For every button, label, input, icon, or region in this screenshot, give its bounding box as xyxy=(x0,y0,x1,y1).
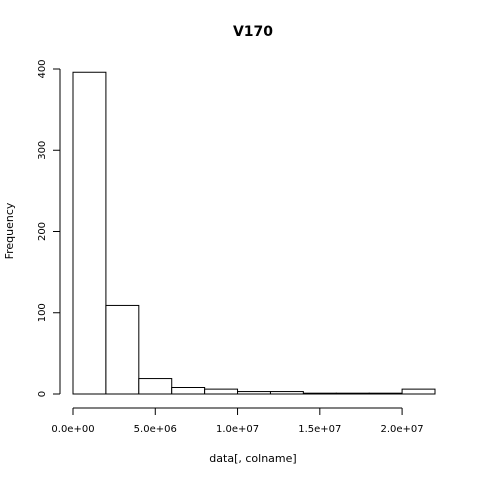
x-axis: 0.0e+00 5.0e+06 1.0e+07 1.5e+07 2.0e+07 xyxy=(51,407,424,435)
y-tick-label-2: 200 xyxy=(37,222,48,241)
histogram-bars xyxy=(72,71,436,395)
y-axis: 0 100 200 300 400 xyxy=(37,59,61,397)
y-axis-label: Frequency xyxy=(3,202,16,259)
x-tick-label-2: 1.0e+07 xyxy=(216,424,259,435)
chart-title: V170 xyxy=(233,24,273,40)
y-tick-label-4: 400 xyxy=(37,59,48,78)
histogram-bar-2 xyxy=(138,378,173,395)
histogram-bar-7 xyxy=(302,392,337,395)
x-tick-label-4: 2.0e+07 xyxy=(381,424,424,435)
histogram-bar-1 xyxy=(105,304,140,395)
histogram-bar-6 xyxy=(269,391,304,395)
histogram-bar-0 xyxy=(72,71,107,395)
histogram-bar-4 xyxy=(204,388,239,395)
x-tick-label-3: 1.5e+07 xyxy=(298,424,341,435)
y-tick-label-3: 300 xyxy=(37,141,48,160)
histogram-bar-8 xyxy=(335,392,370,395)
x-tick-label-1: 5.0e+06 xyxy=(134,424,177,435)
histogram-bar-9 xyxy=(368,392,403,395)
x-axis-label: data[, colname] xyxy=(209,452,296,465)
histogram-bar-5 xyxy=(237,391,271,395)
x-tick-label-0: 0.0e+00 xyxy=(51,424,94,435)
y-tick-label-1: 100 xyxy=(37,303,48,322)
histogram-bar-3 xyxy=(171,387,206,395)
y-tick-label-0: 0 xyxy=(37,391,48,397)
histogram-bar-10 xyxy=(401,388,436,395)
